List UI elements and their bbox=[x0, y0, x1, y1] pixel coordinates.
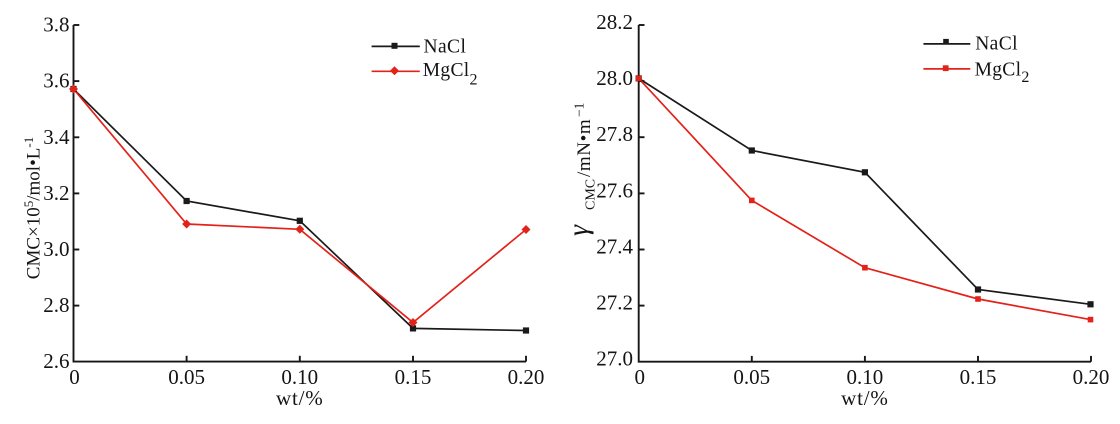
svg-text:27.8: 27.8 bbox=[596, 122, 633, 146]
svg-text:27.6: 27.6 bbox=[596, 178, 633, 202]
svg-text:3.8: 3.8 bbox=[43, 13, 69, 37]
svg-text:0: 0 bbox=[634, 365, 645, 389]
svg-text:0.15: 0.15 bbox=[960, 365, 997, 389]
svg-text:wt/%: wt/% bbox=[276, 386, 324, 410]
svg-text:2.6: 2.6 bbox=[43, 349, 69, 373]
svg-text:0.10: 0.10 bbox=[281, 365, 318, 389]
svg-text:3.4: 3.4 bbox=[43, 125, 70, 149]
svg-text:NaCl: NaCl bbox=[424, 37, 467, 58]
svg-text:2.8: 2.8 bbox=[43, 293, 69, 317]
svg-text:CMC×105/mol•L-1: CMC×105/mol•L-1 bbox=[21, 137, 45, 279]
svg-text:28.2: 28.2 bbox=[596, 10, 633, 34]
svg-text:NaCl: NaCl bbox=[975, 34, 1018, 55]
svg-text:28.0: 28.0 bbox=[596, 66, 633, 90]
svg-text:0.20: 0.20 bbox=[508, 365, 545, 389]
svg-text:0.15: 0.15 bbox=[395, 365, 432, 389]
svg-text:0: 0 bbox=[69, 365, 80, 389]
svg-text:3.6: 3.6 bbox=[43, 69, 69, 93]
svg-text:0.10: 0.10 bbox=[847, 365, 884, 389]
svg-text:0.20: 0.20 bbox=[1073, 365, 1110, 389]
svg-text:wt/%: wt/% bbox=[841, 386, 889, 410]
svg-text:27.2: 27.2 bbox=[596, 291, 633, 315]
svg-text:0.05: 0.05 bbox=[733, 365, 770, 389]
svg-text:27.0: 27.0 bbox=[596, 347, 633, 371]
svg-text:γCMC/mN•m−1: γCMC/mN•m−1 bbox=[564, 103, 599, 236]
svg-text:3.0: 3.0 bbox=[43, 237, 69, 261]
svg-text:0.05: 0.05 bbox=[168, 365, 205, 389]
svg-text:27.4: 27.4 bbox=[596, 234, 633, 258]
svg-text:3.2: 3.2 bbox=[43, 181, 69, 205]
